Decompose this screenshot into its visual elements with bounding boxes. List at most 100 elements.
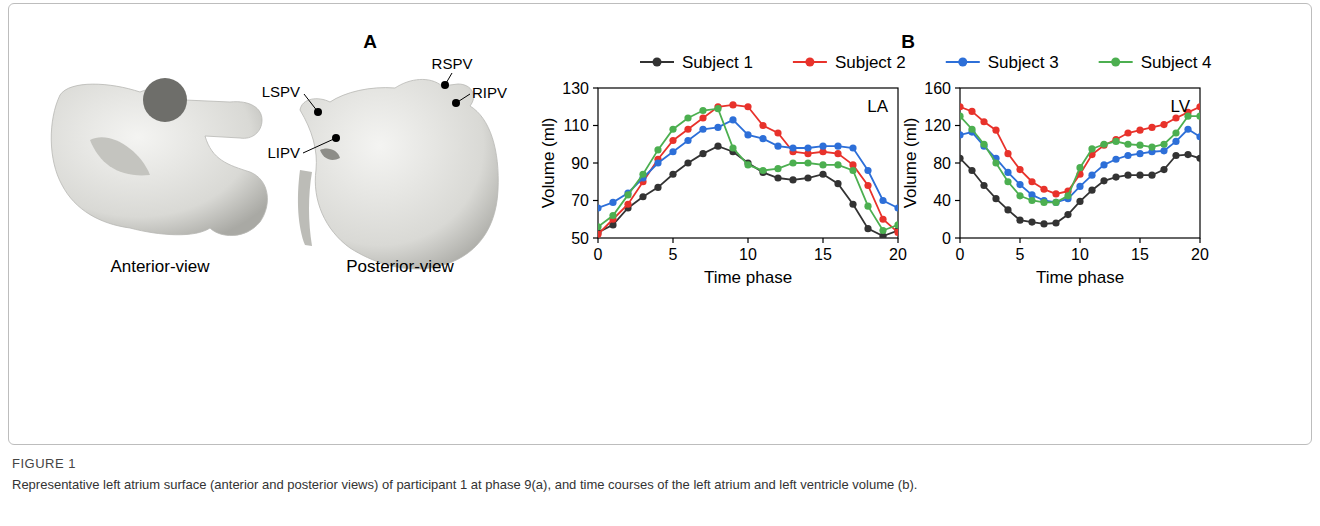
y-tick (955, 200, 960, 201)
series-point (789, 176, 796, 183)
data-group (960, 103, 1200, 227)
panel-label: B (901, 31, 915, 52)
series-point (699, 126, 706, 133)
series-point (1016, 166, 1023, 173)
series-point (1172, 138, 1179, 145)
series-point (669, 148, 676, 155)
y-tick (955, 87, 960, 88)
series-point (1076, 183, 1083, 190)
series-point (1028, 178, 1035, 185)
series-point (849, 144, 856, 151)
plot-frame (960, 88, 1200, 238)
series-point (1124, 172, 1131, 179)
series-point (1016, 192, 1023, 199)
series-point (1160, 166, 1167, 173)
vein-marker (332, 134, 340, 142)
series-point (1184, 126, 1191, 133)
series-point (789, 159, 796, 166)
series-point (684, 114, 691, 121)
series-point (684, 159, 691, 166)
series-point (1100, 141, 1107, 148)
series-point (744, 103, 751, 110)
series-point (849, 201, 856, 208)
series-point (992, 127, 999, 134)
x-tick (1199, 238, 1200, 243)
x-tick-label: 10 (1071, 246, 1089, 263)
series-point (699, 114, 706, 121)
series-point (774, 143, 781, 150)
legend-label: Subject 4 (1141, 53, 1212, 72)
y-tick-label: 0 (942, 230, 951, 247)
series-point (879, 216, 886, 223)
y-tick-label: 120 (924, 117, 951, 134)
plot-frame (598, 88, 898, 238)
series-point (968, 126, 975, 133)
series-point (1112, 173, 1119, 180)
series-line (960, 129, 1200, 202)
series-point (774, 174, 781, 181)
series-point (864, 225, 871, 232)
series-point (980, 182, 987, 189)
series-point (1136, 127, 1143, 134)
series-point (1040, 220, 1047, 227)
y-tick (593, 125, 598, 126)
x-axis-title: Time phase (704, 268, 792, 287)
series-point (894, 221, 898, 228)
series-point (864, 182, 871, 189)
vein-marker (441, 81, 449, 89)
series-point (1160, 141, 1167, 148)
legend-label: Subject 2 (835, 53, 906, 72)
series-point (968, 108, 975, 115)
y-tick (593, 237, 598, 238)
series-point (759, 135, 766, 142)
x-tick-label: 5 (1016, 246, 1025, 263)
x-tick (597, 238, 598, 243)
y-tick (955, 162, 960, 163)
y-tick (955, 125, 960, 126)
series-point (1112, 156, 1119, 163)
series-point (1052, 199, 1059, 206)
series-point (759, 167, 766, 174)
vein-label: RSPV (432, 55, 473, 72)
series-point (654, 146, 661, 153)
series-point (1052, 219, 1059, 226)
series-point (1148, 172, 1155, 179)
series-point (598, 204, 602, 211)
y-tick (593, 87, 598, 88)
series-point (960, 155, 964, 162)
legend: Subject 1Subject 2Subject 3Subject 4 (640, 53, 1212, 72)
series-point (819, 143, 826, 150)
series-point (789, 144, 796, 151)
series-point (1064, 192, 1071, 199)
series-point (864, 167, 871, 174)
series-point (992, 195, 999, 202)
series-point (624, 201, 631, 208)
series-point (804, 174, 811, 181)
series-point (729, 101, 736, 108)
series-point (729, 116, 736, 123)
caption-block: FIGURE 1Representative left atrium surfa… (12, 455, 1302, 493)
vein-marker (452, 99, 460, 107)
y-tick-label: 70 (571, 192, 589, 209)
series-point (1052, 190, 1059, 197)
panel-label: A (363, 31, 377, 52)
series-point (1088, 145, 1095, 152)
series-point (1028, 218, 1035, 225)
series-point (759, 122, 766, 129)
series-point (834, 161, 841, 168)
series-point (714, 124, 721, 131)
figure: ABLSPVRSPVRIPVLIPVAnterior-viewPosterior… (0, 0, 1320, 450)
series-point (960, 103, 964, 110)
series-point (894, 229, 898, 236)
series-point (1196, 133, 1200, 140)
y-tick (955, 237, 960, 238)
x-tick (959, 238, 960, 243)
series-point (714, 143, 721, 150)
view-label: Posterior-view (346, 257, 454, 276)
figure-label: FIGURE 1 (12, 455, 1302, 472)
x-tick-label: 20 (889, 246, 907, 263)
series-point (598, 231, 602, 238)
series-point (1172, 129, 1179, 136)
x-tick (672, 238, 673, 243)
series-point (744, 161, 751, 168)
